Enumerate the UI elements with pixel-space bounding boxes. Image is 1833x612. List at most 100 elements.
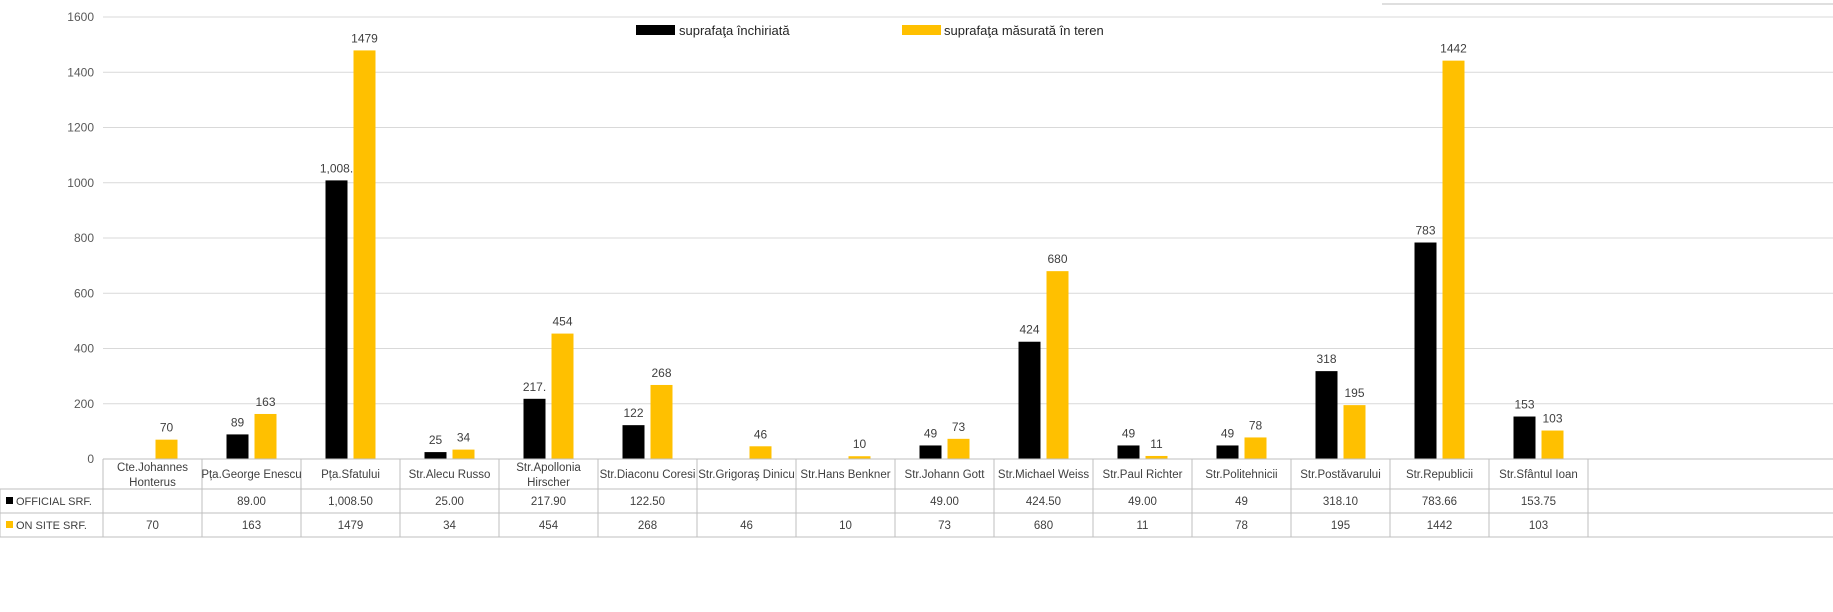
data-label-onsite: 1479 xyxy=(351,31,378,45)
bar-onsite xyxy=(1442,60,1465,460)
data-label-official: 783 xyxy=(1415,224,1435,238)
data-label-official: 49 xyxy=(924,426,938,440)
data-label-onsite: 73 xyxy=(952,420,966,434)
bar-onsite xyxy=(749,446,772,459)
bar-onsite xyxy=(1541,430,1564,459)
category-label: Str.Grigoraş Dinicu xyxy=(698,469,795,481)
legend-swatch-official xyxy=(636,25,675,35)
table-row-title-onsite: ON SITE SRF. xyxy=(16,520,87,532)
bar-onsite xyxy=(254,413,277,459)
bar-onsite xyxy=(1244,437,1267,459)
category-label: Str.Johann Gott xyxy=(905,469,986,481)
category-label: Str.Postăvarului xyxy=(1300,469,1381,481)
category-label: Str.Apollonia xyxy=(516,462,581,474)
data-label-onsite: 46 xyxy=(754,427,768,441)
data-label-onsite: 454 xyxy=(552,315,572,329)
data-label-onsite: 195 xyxy=(1344,386,1364,400)
data-label-onsite: 1442 xyxy=(1440,42,1467,56)
legend-label-onsite: suprafaţa măsurată în teren xyxy=(944,23,1104,38)
bar-onsite xyxy=(551,333,574,459)
data-label-onsite: 11 xyxy=(1150,437,1163,451)
data-label-onsite: 680 xyxy=(1047,252,1067,266)
table-cell-official: 153.75 xyxy=(1521,496,1556,508)
bar-official xyxy=(622,425,645,459)
table-cell-onsite: 1479 xyxy=(338,520,364,532)
data-label-onsite: 268 xyxy=(651,366,671,380)
table-cell-onsite: 163 xyxy=(242,520,261,532)
table-cell-official: 783.66 xyxy=(1422,496,1457,508)
table-cell-official: 318.10 xyxy=(1323,496,1358,508)
legend-label-official: suprafaţa închiriată xyxy=(679,23,790,38)
category-label: Cte.Johannes xyxy=(117,462,188,474)
table-legend-key-official xyxy=(6,497,13,504)
table-cell-official: 49.00 xyxy=(1128,496,1157,508)
table-cell-official: 217.90 xyxy=(531,496,566,508)
data-label-official: 49 xyxy=(1221,426,1235,440)
table-row-title-official: OFFICIAL SRF. xyxy=(16,496,92,508)
category-label: Str.Diaconu Coresi xyxy=(600,469,696,481)
y-tick-label: 1200 xyxy=(67,121,94,135)
category-label: Str.Paul Richter xyxy=(1103,469,1183,481)
data-label-official: 318 xyxy=(1316,352,1336,366)
category-label: Str.Politehnicii xyxy=(1205,469,1277,481)
data-label-official: 217. xyxy=(523,380,546,394)
table-cell-onsite: 73 xyxy=(938,520,951,532)
data-label-onsite: 10 xyxy=(853,437,867,451)
table-cell-onsite: 78 xyxy=(1235,520,1248,532)
category-label: Str.Republicii xyxy=(1406,469,1473,481)
category-label: Str.Sfântul Ioan xyxy=(1499,469,1578,481)
bar-onsite xyxy=(947,438,970,459)
table-cell-onsite: 11 xyxy=(1137,520,1149,532)
bar-official xyxy=(1315,371,1338,459)
data-label-official: 122 xyxy=(623,406,643,420)
data-label-official: 49 xyxy=(1122,426,1136,440)
bar-onsite xyxy=(452,449,475,459)
bar-official xyxy=(919,445,942,459)
y-axis-ticks: 0 200 400 600 800 1000 1200 1400 1600 xyxy=(67,10,94,466)
bar-official xyxy=(523,398,546,459)
data-label-official: 25 xyxy=(429,433,443,447)
legend-swatch-onsite xyxy=(902,25,941,35)
bar-official xyxy=(1513,416,1536,459)
table-cell-onsite: 268 xyxy=(638,520,657,532)
table-cell-onsite: 195 xyxy=(1331,520,1350,532)
data-label-official: 153 xyxy=(1514,398,1534,412)
data-label-onsite: 78 xyxy=(1249,418,1263,432)
data-label-onsite: 103 xyxy=(1542,412,1562,426)
y-tick-label: 400 xyxy=(74,342,94,356)
y-tick-label: 200 xyxy=(74,397,94,411)
table-cell-official: 49 xyxy=(1235,496,1248,508)
table-cell-official: 89.00 xyxy=(237,496,266,508)
data-label-official: 424 xyxy=(1019,323,1039,337)
y-tick-label: 1400 xyxy=(67,65,94,79)
category-label: Str.Michael Weiss xyxy=(998,469,1089,481)
category-label: Pța.Sfatului xyxy=(321,469,380,481)
table-cell-onsite: 103 xyxy=(1529,520,1548,532)
bar-official xyxy=(424,452,447,459)
category-label: Hirscher xyxy=(527,477,570,489)
bar-official xyxy=(226,434,249,459)
bar-onsite xyxy=(1343,405,1366,459)
data-label-official: 1,008. xyxy=(320,161,353,175)
table-cell-official: 1,008.50 xyxy=(328,496,373,508)
category-label: Honterus xyxy=(129,477,176,489)
data-labels: 70 89 163 1,008. 1479 25 34 217. 454 122 268 46 10 49… xyxy=(160,31,1563,451)
table-cell-onsite: 454 xyxy=(539,520,559,532)
bar-onsite xyxy=(848,456,871,459)
category-label: Pța.George Enescu xyxy=(201,469,301,481)
y-tick-label: 800 xyxy=(74,231,94,245)
table-cell-official: 25.00 xyxy=(435,496,464,508)
table-cell-onsite: 34 xyxy=(443,520,456,532)
bar-official xyxy=(1117,445,1140,459)
category-label: Str.Alecu Russo xyxy=(409,469,491,481)
bars xyxy=(103,50,1833,460)
table-cell-onsite: 46 xyxy=(740,520,753,532)
bar-official xyxy=(1414,242,1437,459)
data-label-onsite: 34 xyxy=(457,431,471,445)
bar-official xyxy=(325,180,348,460)
y-tick-label: 1600 xyxy=(67,10,94,24)
bar-onsite xyxy=(1046,271,1069,459)
y-tick-label: 600 xyxy=(74,286,94,300)
bar-official xyxy=(1018,341,1041,459)
